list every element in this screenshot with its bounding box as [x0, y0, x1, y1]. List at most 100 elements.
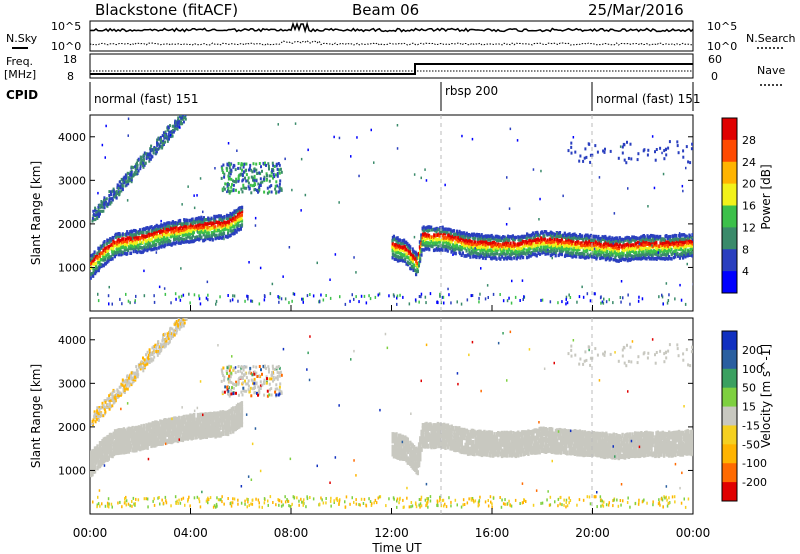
echo-cell [228, 171, 231, 175]
echo-cell [422, 437, 426, 443]
echo-cell [97, 208, 100, 212]
echo-cell [227, 228, 230, 233]
echo-cell [131, 230, 134, 234]
echo-cell [515, 256, 518, 261]
echo-cell [153, 228, 156, 232]
echo-cell [394, 440, 397, 446]
echo-cell [672, 243, 675, 248]
echo-cell [162, 232, 165, 237]
echo-cell [499, 435, 502, 441]
echo-cell [505, 448, 509, 454]
echo-cell [617, 238, 620, 243]
echo-cell [150, 443, 153, 449]
echo-cell [166, 230, 170, 235]
echo-cell [204, 420, 207, 426]
echo-cell [422, 423, 426, 428]
echo-cell [448, 293, 450, 297]
echo-cell [110, 247, 113, 251]
echo-cell [263, 294, 266, 298]
echo-cell [527, 233, 530, 238]
echo-cell [606, 245, 609, 249]
echo-cell [185, 110, 187, 113]
echo-cell [167, 438, 171, 444]
echo-cell [626, 140, 628, 144]
echo-cell [485, 451, 489, 457]
echo-cell [506, 246, 509, 250]
echo-cell [634, 250, 637, 255]
echo-cell [496, 248, 499, 252]
echo-cell [663, 248, 666, 253]
echo-cell [642, 255, 645, 260]
echo-cell [631, 246, 634, 251]
echo-cell [120, 435, 123, 441]
echo-cell [180, 429, 183, 435]
echo-cell [520, 251, 523, 255]
echo-cell [235, 407, 239, 413]
echo-cell [500, 430, 504, 436]
echo-cell [403, 238, 406, 243]
echo-cell [621, 248, 624, 252]
echo-cell [626, 258, 629, 263]
echo-cell [578, 236, 581, 240]
echo-cell [95, 446, 98, 452]
echo-cell [227, 162, 230, 165]
echo-cell [424, 238, 427, 242]
echo-cell [597, 249, 600, 253]
echo-cell [568, 241, 571, 245]
echo-cell [565, 295, 568, 299]
echo-cell [421, 235, 424, 240]
echo-cell [421, 248, 424, 252]
echo-cell [206, 412, 210, 418]
echo-cell [155, 420, 158, 426]
echo-cell [247, 297, 249, 301]
echo-cell [454, 447, 457, 453]
echo-cell [512, 437, 515, 443]
echo-cell [593, 255, 596, 259]
echo-cell [600, 301, 602, 305]
echo-cell [586, 248, 589, 253]
echo-cell [602, 250, 605, 254]
echo-cell [306, 294, 309, 298]
echo-cell [279, 167, 282, 171]
echo-cell [598, 176, 601, 179]
echo-cell [541, 427, 544, 433]
echo-cell [172, 416, 176, 422]
echo-cell [325, 294, 327, 297]
echo-cell [272, 172, 275, 176]
echo-cell [276, 174, 279, 178]
noise-tick-low: 10^0 [51, 40, 81, 53]
echo-cell [573, 232, 576, 236]
echo-cell [118, 243, 121, 248]
echo-cell [669, 234, 672, 239]
echo-cell [677, 241, 680, 246]
echo-cell [134, 235, 138, 239]
echo-cell [302, 297, 304, 301]
echo-cell [537, 434, 540, 440]
echo-cell [492, 449, 495, 455]
echo-cell [550, 242, 553, 247]
echo-cell [678, 256, 682, 260]
echo-cell [665, 234, 668, 238]
echo-cell [574, 150, 577, 154]
echo-cell [400, 252, 403, 256]
echo-cell [411, 454, 414, 460]
echo-cell [653, 234, 656, 238]
echo-cell [239, 214, 242, 218]
echo-cell [155, 423, 158, 429]
echo-cell [235, 421, 239, 427]
echo-cell [227, 186, 230, 190]
echo-cell [667, 255, 671, 259]
echo-cell [670, 239, 672, 242]
echo-cell [594, 292, 596, 296]
echo-cell [125, 430, 128, 436]
echo-cell [435, 233, 438, 238]
echo-cell [108, 256, 111, 260]
echo-cell [443, 443, 446, 449]
echo-cell [122, 181, 125, 185]
echo-cell [214, 433, 217, 439]
echo-cell [233, 231, 236, 236]
echo-cell [501, 255, 504, 259]
echo-cell [405, 262, 408, 266]
echo-cell [422, 232, 425, 237]
echo-cell [245, 186, 248, 190]
